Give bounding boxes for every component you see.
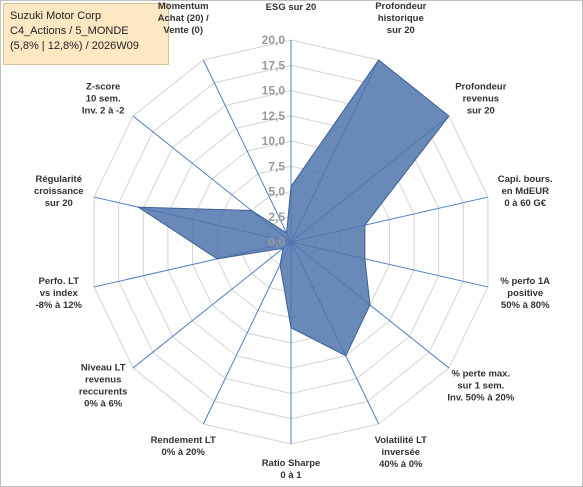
axis-label: Momentum Achat (20) / Vente (0) xyxy=(158,1,210,36)
axis-label-line: Niveau LT xyxy=(81,362,126,373)
axis-label: Capi. bours. en MdEUR 0 à 60 G€ xyxy=(498,174,553,209)
axis-label-line: 0 à 1 xyxy=(280,470,302,481)
axis-label-line: Note xyxy=(280,0,301,1)
axis-label-line: Momentum xyxy=(158,1,209,12)
axis-label-line: Capi. bours. xyxy=(498,174,553,185)
tick-label: 7,5 xyxy=(268,159,285,173)
axis-label-line: croissance xyxy=(34,186,84,197)
spoke xyxy=(202,59,292,243)
radar-tick-labels: 0,0 2,5 5,0 7,5 10,0 12,5 15,0 17,5 20,0 xyxy=(262,33,286,249)
axis-label: Rendement LT 0% à 20% xyxy=(151,435,216,458)
axis-label-line: 0% à 6% xyxy=(84,398,123,409)
axis-label-line: Rendement LT xyxy=(151,435,216,446)
axis-label-line: 0 à 60 G€ xyxy=(504,198,546,209)
axis-label-line: Inv. 50% à 20% xyxy=(447,392,514,403)
tick-label: 20,0 xyxy=(262,33,286,47)
axis-label-line: sur 20 xyxy=(467,106,495,117)
axis-label-line: positive xyxy=(507,288,543,299)
tick-label: 0,0 xyxy=(268,235,285,249)
axis-label-line: 0% à 20% xyxy=(162,447,206,458)
axis-label: Volatilité LT inversée 40% à 0% xyxy=(375,435,428,470)
axis-label-line: revenus xyxy=(85,374,121,385)
axis-label: Niveau LT revenus reccurents 0% à 6% xyxy=(79,362,128,409)
axis-label-line: Achat (20) / xyxy=(158,13,210,24)
tick-label: 2,5 xyxy=(268,210,285,224)
axis-label-line: sur 1 sem. xyxy=(457,380,504,391)
axis-label-line: Vente (0) xyxy=(163,25,203,36)
axis-label-line: 40% à 0% xyxy=(379,459,423,470)
axis-label-line: en MdEUR xyxy=(501,186,549,197)
axis-label-line: Perfo. LT xyxy=(39,276,80,287)
axis-label: NoteESG sur 20 xyxy=(266,0,317,13)
axis-label-line: sur 20 xyxy=(387,25,415,36)
axis-label: Perfo. LT vs index -8% à 12% xyxy=(36,276,83,311)
axis-label-line: 50% à 80% xyxy=(501,300,550,311)
info-line-3: (5,8% | 12,8%) / 2026W09 xyxy=(10,40,139,52)
info-box: Suzuki Motor Corp C4_Actions / 5_MONDE (… xyxy=(3,3,169,65)
axis-label: Profondeur revenus sur 20 xyxy=(455,82,506,117)
axis-label-line: % perte max. xyxy=(452,368,511,379)
axis-label-line: vs index xyxy=(40,288,79,299)
axis-label: Z-score 10 sem. Inv. 2 à -2 xyxy=(82,82,125,117)
axis-label-line: Z-score xyxy=(86,82,120,93)
axis-label-line: Volatilité LT xyxy=(375,435,428,446)
axis-label-line: inversée xyxy=(382,447,421,458)
axis-label: % perfo 1A positive 50% à 80% xyxy=(500,276,550,311)
axis-label-line: ESG sur 20 xyxy=(266,2,317,13)
axis-label-line: revenus xyxy=(463,94,499,105)
tick-label: 12,5 xyxy=(262,109,286,123)
axis-label: Régularité croissance sur 20 xyxy=(34,174,84,209)
axis-label-line: reccurents xyxy=(79,386,128,397)
series-area xyxy=(136,59,450,357)
tick-label: 17,5 xyxy=(262,58,286,72)
axis-label-line: 10 sem. xyxy=(86,94,121,105)
axis-label-line: % perfo 1A xyxy=(500,276,550,287)
tick-label: 5,0 xyxy=(268,185,285,199)
axis-label-line: Régularité xyxy=(36,174,82,185)
spoke xyxy=(132,241,292,369)
axis-label-line: sur 20 xyxy=(45,198,73,209)
axis-label-line: Profondeur xyxy=(375,1,426,12)
tick-label: 10,0 xyxy=(262,134,286,148)
axis-label: Ratio Sharpe 0 à 1 xyxy=(262,458,321,481)
axis-label-line: -8% à 12% xyxy=(36,300,83,311)
axis-label-line: Inv. 2 à -2 xyxy=(82,106,125,117)
axis-label-line: historique xyxy=(378,13,424,24)
info-line-1: Suzuki Motor Corp xyxy=(10,10,102,22)
axis-label-line: Profondeur xyxy=(455,82,506,93)
radar-series xyxy=(136,59,450,357)
spoke xyxy=(202,241,292,425)
tick-label: 15,0 xyxy=(262,84,286,98)
axis-label: Profondeur historique sur 20 xyxy=(375,1,426,36)
axis-label-line: Ratio Sharpe xyxy=(262,458,321,469)
info-line-2: C4_Actions / 5_MONDE xyxy=(10,25,129,37)
axis-label: % perte max. sur 1 sem. Inv. 50% à 20% xyxy=(447,368,514,403)
